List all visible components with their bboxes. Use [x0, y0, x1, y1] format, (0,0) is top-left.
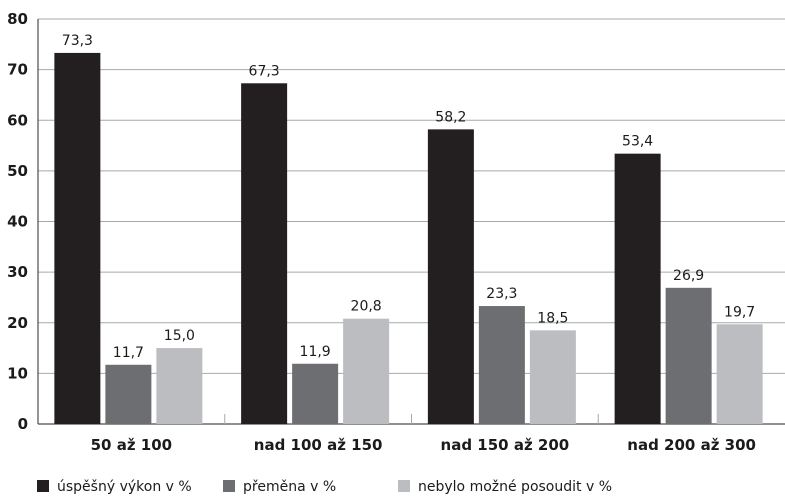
bar — [716, 324, 763, 424]
bar — [427, 129, 474, 425]
data-label: 15,0 — [164, 328, 195, 344]
y-tick-label: 0 — [18, 415, 28, 433]
bar — [478, 306, 525, 424]
bar — [343, 318, 390, 424]
y-tick-label: 80 — [7, 10, 28, 28]
bar — [156, 348, 203, 424]
y-tick-label: 30 — [7, 263, 28, 281]
data-label: 20,8 — [351, 299, 382, 315]
y-tick-label: 20 — [7, 314, 28, 332]
bar — [241, 83, 288, 424]
legend-label: nebylo možné posoudit v % — [418, 479, 612, 495]
data-label: 23,3 — [486, 286, 517, 302]
x-tick-label: nad 150 až 200 — [441, 436, 570, 454]
data-label: 11,9 — [300, 344, 331, 360]
bar — [105, 364, 152, 424]
y-tick-label: 10 — [7, 364, 28, 382]
y-tick-label: 60 — [7, 111, 28, 129]
y-tick-label: 50 — [7, 162, 28, 180]
legend-label: úspěšný výkon v % — [57, 479, 192, 495]
bar — [665, 287, 712, 424]
legend-swatch — [223, 480, 235, 492]
y-tick-label: 70 — [7, 61, 28, 79]
x-tick-label: 50 až 100 — [91, 436, 172, 454]
data-label: 58,2 — [435, 109, 466, 125]
bar — [54, 52, 101, 424]
data-label: 19,7 — [724, 304, 755, 320]
data-label: 11,7 — [113, 345, 144, 361]
data-label: 67,3 — [249, 63, 280, 79]
legend-swatch — [37, 480, 49, 492]
bar — [292, 363, 339, 424]
bar — [529, 330, 576, 424]
x-tick-label: nad 200 až 300 — [627, 436, 756, 454]
data-label: 53,4 — [622, 134, 653, 150]
data-label: 26,9 — [673, 268, 704, 284]
data-label: 73,3 — [62, 33, 93, 49]
legend: úspěšný výkon v % přeměna v % nebylo možné… — [37, 479, 612, 495]
legend-swatch — [398, 480, 410, 492]
bar — [614, 153, 661, 424]
data-labels: 73,3 11,7 15,0 67,3 11,9 20,8 58,2 23,3 18,5 53,4… — [62, 33, 755, 361]
bars — [54, 52, 763, 425]
x-tick-label: nad 100 až 150 — [254, 436, 383, 454]
y-tick-label: 40 — [7, 213, 28, 231]
legend-label: přeměna v % — [243, 479, 336, 495]
data-label: 18,5 — [537, 310, 568, 326]
grid-lines — [38, 18, 785, 374]
